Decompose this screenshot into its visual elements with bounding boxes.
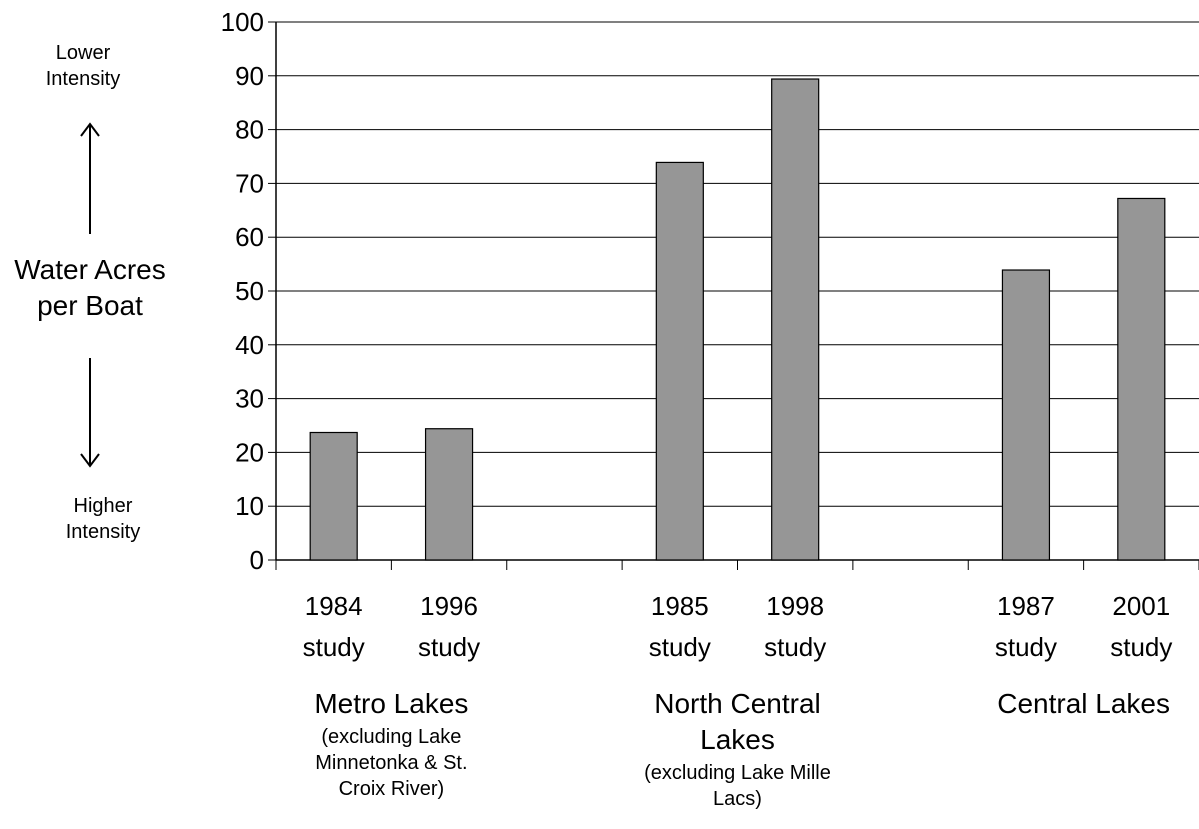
group-label: North Central <box>654 688 821 719</box>
group-label: Central Lakes <box>997 688 1170 719</box>
bar-label-study: study <box>1110 632 1172 662</box>
bar <box>424 428 474 561</box>
y-tick-label: 70 <box>235 168 264 198</box>
group-label: Lakes <box>700 724 775 755</box>
bar-label-study: study <box>649 632 711 662</box>
bar <box>309 431 358 561</box>
bar-label-year: 1996 <box>420 591 478 621</box>
group-note: Minnetonka & St. <box>315 752 467 774</box>
y-tick-label: 60 <box>235 222 264 252</box>
group-note: (excluding Lake Mille <box>644 762 831 784</box>
group-label: Metro Lakes <box>314 688 468 719</box>
y-axis-title-line-1: Water Acres <box>14 254 166 285</box>
bar-label-year: 1984 <box>305 591 363 621</box>
bar <box>1117 197 1166 561</box>
bar-label-study: study <box>418 632 480 662</box>
bar-label-year: 1987 <box>997 591 1055 621</box>
y-tick-label: 20 <box>235 437 264 467</box>
y-tick-label: 30 <box>235 384 264 414</box>
y-tick-label: 100 <box>221 7 264 37</box>
y-tick-label: 0 <box>250 545 264 575</box>
group-note: Croix River) <box>339 778 445 800</box>
y-tick-label: 50 <box>235 276 264 306</box>
y-tick-label: 80 <box>235 115 264 145</box>
bar-label-study: study <box>303 632 365 662</box>
arrow-up-icon <box>80 122 100 234</box>
group-note: Lacs) <box>713 788 762 810</box>
top-intensity-line-2: Intensity <box>45 68 121 90</box>
bar-label-year: 1998 <box>766 591 824 621</box>
y-tick-label: 40 <box>235 330 264 360</box>
y-tick-label: 90 <box>235 61 264 91</box>
bottom-intensity-line-1: Higher <box>73 495 133 517</box>
bottom-intensity-label: Higher Intensity <box>38 493 168 545</box>
bar-label-study: study <box>995 632 1057 662</box>
bar <box>1001 269 1051 561</box>
bar <box>655 161 704 561</box>
bar-label-year: 2001 <box>1112 591 1170 621</box>
bar-label-study: study <box>764 632 826 662</box>
bottom-intensity-line-2: Intensity <box>65 521 141 543</box>
arrow-down-icon <box>80 358 100 468</box>
top-intensity-line-1: Lower <box>55 42 111 64</box>
y-axis-title: Water Acres per Boat <box>0 252 180 324</box>
top-intensity-label: Lower Intensity <box>18 40 148 92</box>
y-axis-title-line-2: per Boat <box>37 290 143 321</box>
group-note: (excluding Lake <box>321 726 461 748</box>
bar-label-year: 1985 <box>651 591 709 621</box>
bar <box>771 78 820 561</box>
y-tick-label: 10 <box>235 491 264 521</box>
